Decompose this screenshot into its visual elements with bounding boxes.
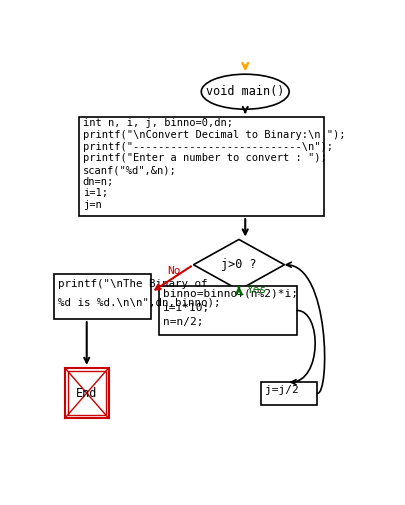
Text: binno=binno+(n%2)*i;: binno=binno+(n%2)*i; <box>163 289 298 299</box>
FancyBboxPatch shape <box>79 117 324 216</box>
Text: n=n/2;: n=n/2; <box>163 317 203 327</box>
Text: printf("Enter a number to convert : ");: printf("Enter a number to convert : "); <box>83 154 326 164</box>
Text: No: No <box>167 267 180 276</box>
Text: int n, i, j, binno=0,dn;: int n, i, j, binno=0,dn; <box>83 118 232 128</box>
Text: %d is %d.\n\n",dn,binno);: %d is %d.\n\n",dn,binno); <box>58 297 220 307</box>
Text: void main(): void main() <box>206 85 284 98</box>
Ellipse shape <box>201 74 289 109</box>
Text: j>0 ?: j>0 ? <box>221 258 257 271</box>
Text: dn=n;: dn=n; <box>83 177 114 187</box>
Polygon shape <box>194 239 284 290</box>
Text: j=n: j=n <box>83 200 101 210</box>
Text: scanf("%d",&n);: scanf("%d",&n); <box>83 165 177 175</box>
FancyBboxPatch shape <box>68 371 106 415</box>
Text: Yes: Yes <box>247 285 267 295</box>
Text: i=1;: i=1; <box>83 188 108 198</box>
Text: j=j/2: j=j/2 <box>265 385 298 395</box>
FancyArrowPatch shape <box>291 311 315 385</box>
FancyBboxPatch shape <box>54 275 151 319</box>
Text: i=i*10;: i=i*10; <box>163 302 210 313</box>
FancyBboxPatch shape <box>65 368 109 418</box>
Text: End: End <box>76 386 98 399</box>
FancyBboxPatch shape <box>159 286 297 335</box>
FancyBboxPatch shape <box>261 382 318 405</box>
Text: printf("\nThe Binary of: printf("\nThe Binary of <box>58 279 207 289</box>
Text: printf("\nConvert Decimal to Binary:\n ");: printf("\nConvert Decimal to Binary:\n "… <box>83 130 345 140</box>
FancyArrowPatch shape <box>286 262 325 393</box>
Text: printf("---------------------------\n");: printf("---------------------------\n"); <box>83 142 333 151</box>
